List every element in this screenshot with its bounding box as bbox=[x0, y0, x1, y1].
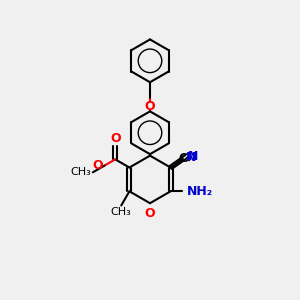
Text: N: N bbox=[188, 150, 198, 163]
Text: O: O bbox=[145, 100, 155, 112]
Text: NH₂: NH₂ bbox=[187, 185, 213, 198]
Text: O: O bbox=[145, 207, 155, 220]
Text: C: C bbox=[179, 152, 188, 165]
Text: O: O bbox=[110, 131, 121, 145]
Text: N: N bbox=[186, 151, 196, 164]
Text: CH₃: CH₃ bbox=[70, 167, 92, 177]
Text: O: O bbox=[92, 159, 103, 172]
Text: CH₃: CH₃ bbox=[111, 207, 132, 217]
